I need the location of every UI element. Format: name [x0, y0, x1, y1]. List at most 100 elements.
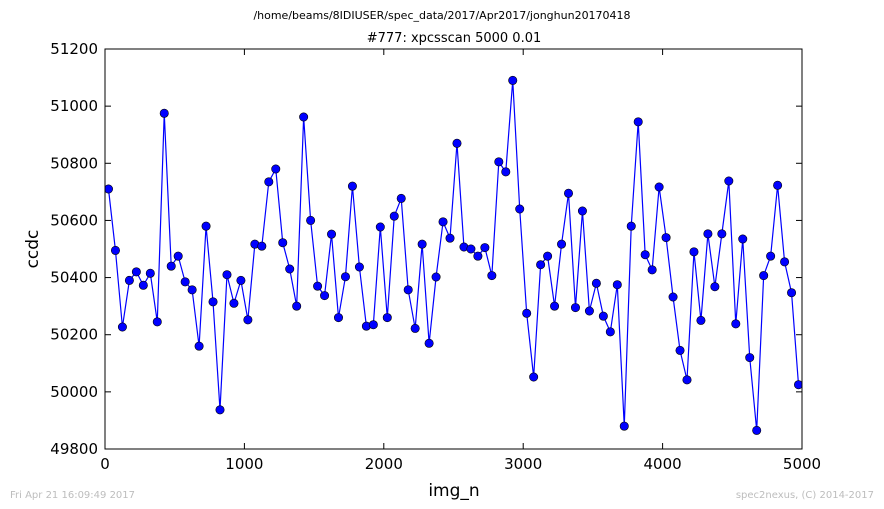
- y-tick-label: 51000: [50, 97, 98, 115]
- data-point: [201, 221, 211, 231]
- data-point: [110, 245, 120, 255]
- y-tick-label: 50800: [50, 154, 98, 172]
- data-point: [215, 405, 225, 415]
- data-point: [222, 270, 232, 280]
- data-point: [780, 257, 790, 267]
- data-point: [105, 184, 113, 194]
- data-point: [480, 243, 490, 253]
- data-point: [564, 188, 574, 198]
- data-point: [487, 271, 497, 281]
- data-point: [166, 261, 176, 271]
- data-point: [124, 275, 134, 285]
- data-point: [152, 317, 162, 327]
- data-point: [501, 167, 511, 177]
- data-point: [745, 353, 755, 363]
- data-point: [292, 301, 302, 311]
- data-point: [347, 181, 357, 191]
- data-point: [299, 112, 309, 122]
- data-point: [626, 221, 636, 231]
- data-point: [424, 338, 434, 348]
- data-point: [682, 375, 692, 385]
- data-point: [529, 372, 539, 382]
- data-point: [389, 211, 399, 221]
- plot-area-frame: [104, 48, 803, 450]
- data-point: [689, 247, 699, 257]
- y-tick-label: 49800: [50, 440, 98, 458]
- data-point: [605, 327, 615, 337]
- y-tick-label: 50600: [50, 211, 98, 229]
- data-point: [145, 268, 155, 278]
- footer-timestamp: Fri Apr 21 16:09:49 2017: [10, 490, 135, 501]
- data-point: [243, 315, 253, 325]
- data-point: [696, 315, 706, 325]
- data-point: [557, 239, 567, 249]
- data-point: [473, 251, 483, 261]
- data-point: [445, 233, 455, 243]
- y-tick-label: 50400: [50, 269, 98, 287]
- x-tick-label: 2000: [365, 455, 403, 473]
- data-point: [591, 278, 601, 288]
- data-point: [173, 251, 183, 261]
- x-tick-label: 4000: [644, 455, 682, 473]
- data-point: [368, 320, 378, 330]
- x-tick-label: 0: [100, 455, 110, 473]
- data-point: [236, 275, 246, 285]
- data-point: [159, 108, 169, 118]
- data-point: [278, 238, 288, 248]
- data-point: [257, 241, 267, 251]
- data-point: [131, 267, 141, 277]
- x-tick-label: 1000: [225, 455, 263, 473]
- data-point: [194, 341, 204, 351]
- data-point: [320, 291, 330, 301]
- footer-credit: spec2nexus, (C) 2014-2017: [736, 490, 874, 501]
- data-point: [117, 322, 127, 332]
- y-tick-label: 50200: [50, 326, 98, 344]
- data-point: [647, 265, 657, 275]
- data-point: [612, 280, 622, 290]
- data-point: [654, 182, 664, 192]
- data-point: [675, 345, 685, 355]
- data-point: [668, 292, 678, 302]
- chart-title: #777: xpcsscan 5000 0.01: [367, 31, 542, 46]
- data-point: [731, 319, 741, 329]
- data-point: [138, 280, 148, 290]
- data-point: [271, 164, 281, 174]
- data-point: [543, 251, 553, 261]
- data-point: [710, 282, 720, 292]
- data-point: [508, 75, 518, 85]
- x-axis-label: img_n: [428, 481, 479, 501]
- data-point: [466, 244, 476, 254]
- data-point: [187, 285, 197, 295]
- data-point: [417, 239, 427, 249]
- data-point: [619, 421, 629, 431]
- x-tick-label: 5000: [783, 455, 821, 473]
- data-point: [759, 271, 769, 281]
- data-point: [773, 180, 783, 190]
- data-point: [522, 308, 532, 318]
- y-tick-label: 50000: [50, 383, 98, 401]
- data-point: [438, 217, 448, 227]
- data-point: [515, 204, 525, 214]
- data-point: [396, 193, 406, 203]
- data-point: [550, 301, 560, 311]
- data-point: [787, 288, 797, 298]
- figure-suptitle: /home/beams/8IDIUSER/spec_data/2017/Apr2…: [253, 9, 630, 22]
- data-point: [382, 313, 392, 323]
- data-point: [584, 306, 594, 316]
- data-point: [738, 234, 748, 244]
- x-tick-label: 3000: [504, 455, 542, 473]
- data-point: [306, 215, 316, 225]
- data-point: [285, 264, 295, 274]
- y-tick-label: 51200: [50, 40, 98, 58]
- data-point: [327, 229, 337, 239]
- data-point: [717, 229, 727, 239]
- y-axis-label: ccdc: [23, 230, 43, 269]
- data-point: [264, 177, 274, 187]
- data-point: [577, 206, 587, 216]
- data-point: [180, 277, 190, 287]
- data-point: [661, 233, 671, 243]
- data-point: [640, 250, 650, 260]
- data-point: [633, 117, 643, 127]
- data-point: [313, 281, 323, 291]
